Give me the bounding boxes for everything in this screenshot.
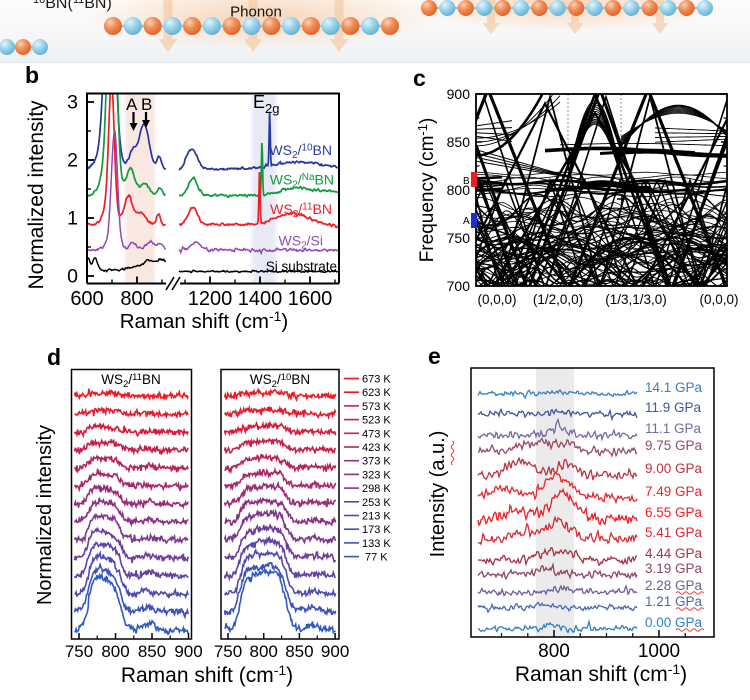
svg-text:1.21 GPa: 1.21 GPa (645, 594, 703, 609)
svg-text:14.1 GPa: 14.1 GPa (645, 380, 703, 395)
svg-text:173 K: 173 K (362, 524, 391, 536)
svg-text:1400: 1400 (238, 288, 283, 310)
svg-text:600: 600 (70, 288, 103, 310)
svg-text:850: 850 (138, 642, 166, 661)
svg-text:5.41 GPa: 5.41 GPa (645, 525, 703, 540)
svg-text:6.55 GPa: 6.55 GPa (645, 505, 703, 520)
svg-text:Intensity (a.u.): Intensity (a.u.) (427, 431, 449, 558)
svg-text:7.49 GPa: 7.49 GPa (645, 484, 703, 499)
svg-text:673 K: 673 K (362, 374, 391, 386)
svg-text:0.00 GPa: 0.00 GPa (645, 615, 703, 630)
svg-text:Frequency (cm-1): Frequency (cm-1) (415, 118, 438, 263)
svg-text:WS2/NaBN: WS2/NaBN (270, 172, 334, 191)
svg-text:77 K: 77 K (365, 552, 388, 564)
svg-text:1200: 1200 (188, 288, 233, 310)
svg-text:(1/3,1/3,0): (1/3,1/3,0) (605, 292, 667, 307)
svg-text:WS2/Si: WS2/Si (279, 233, 323, 252)
svg-text:133 K: 133 K (362, 538, 391, 550)
svg-text:2.28 GPa: 2.28 GPa (645, 578, 703, 593)
svg-text:750: 750 (65, 642, 93, 661)
svg-text:2: 2 (67, 150, 78, 172)
svg-text:Normalized intensity: Normalized intensity (34, 425, 56, 605)
svg-text:1600: 1600 (288, 288, 333, 310)
svg-text:473 K: 473 K (362, 428, 391, 440)
svg-text:(0,0,0): (0,0,0) (477, 292, 516, 307)
svg-text:750: 750 (214, 642, 242, 661)
svg-text:573 K: 573 K (362, 401, 391, 413)
svg-text:WS2/10BN: WS2/10BN (269, 142, 332, 161)
svg-text:900: 900 (447, 86, 471, 102)
svg-text:Raman shift (cm-1): Raman shift (cm-1) (515, 661, 687, 686)
svg-text:c: c (413, 65, 426, 91)
svg-text:700: 700 (447, 278, 471, 294)
svg-text:11.1 GPa: 11.1 GPa (645, 421, 702, 436)
svg-text:900: 900 (174, 642, 202, 661)
svg-text:d: d (47, 344, 61, 370)
svg-text:Si substrate: Si substrate (266, 259, 337, 274)
svg-text:(1/2,0,0): (1/2,0,0) (533, 292, 583, 307)
svg-text:b: b (25, 62, 39, 88)
svg-text:900: 900 (321, 642, 349, 661)
svg-text:423 K: 423 K (362, 442, 391, 454)
svg-text:298 K: 298 K (362, 483, 391, 495)
svg-text:A: A (463, 216, 470, 227)
svg-text:1: 1 (67, 208, 78, 230)
svg-text:A: A (126, 95, 138, 114)
svg-text:850: 850 (285, 642, 313, 661)
svg-text:800: 800 (101, 642, 129, 661)
svg-text:9.00 GPa: 9.00 GPa (645, 461, 703, 476)
svg-text:323 K: 323 K (362, 469, 391, 481)
svg-text:253 K: 253 K (362, 497, 391, 509)
svg-text:B: B (463, 176, 470, 187)
svg-text:Raman shift (cm-1): Raman shift (cm-1) (121, 662, 293, 687)
svg-text:Raman shift (cm-1): Raman shift (cm-1) (120, 308, 289, 333)
svg-text:10BN(11BN): 10BN(11BN) (33, 0, 112, 12)
svg-text:800: 800 (250, 642, 278, 661)
svg-text:WS2/11BN: WS2/11BN (270, 201, 332, 220)
svg-text:3.19 GPa: 3.19 GPa (645, 561, 703, 576)
svg-text:1000: 1000 (638, 641, 680, 662)
svg-text:523 K: 523 K (362, 415, 391, 427)
svg-text:4.44 GPa: 4.44 GPa (645, 546, 703, 561)
svg-text:9.75 GPa: 9.75 GPa (645, 438, 703, 453)
svg-text:623 K: 623 K (362, 387, 391, 399)
svg-text:WS2/10BN: WS2/10BN (250, 372, 310, 390)
svg-text:B: B (141, 95, 152, 114)
svg-text:Phonon: Phonon (230, 4, 282, 21)
svg-text:800: 800 (538, 641, 570, 662)
svg-text:(0,0,0): (0,0,0) (699, 292, 738, 307)
svg-text:e: e (428, 343, 441, 369)
svg-text:750: 750 (447, 230, 471, 246)
svg-text:800: 800 (120, 288, 153, 310)
svg-text:800: 800 (447, 182, 471, 198)
svg-text:213 K: 213 K (362, 511, 391, 523)
svg-text:3: 3 (67, 92, 78, 114)
svg-text:WS2/11BN: WS2/11BN (101, 372, 160, 390)
svg-text:Normalized intensity: Normalized intensity (25, 100, 48, 290)
svg-text:373 K: 373 K (362, 456, 391, 468)
svg-text:11.9 GPa: 11.9 GPa (645, 400, 702, 415)
svg-text:850: 850 (447, 134, 471, 150)
svg-text:0: 0 (67, 266, 78, 288)
